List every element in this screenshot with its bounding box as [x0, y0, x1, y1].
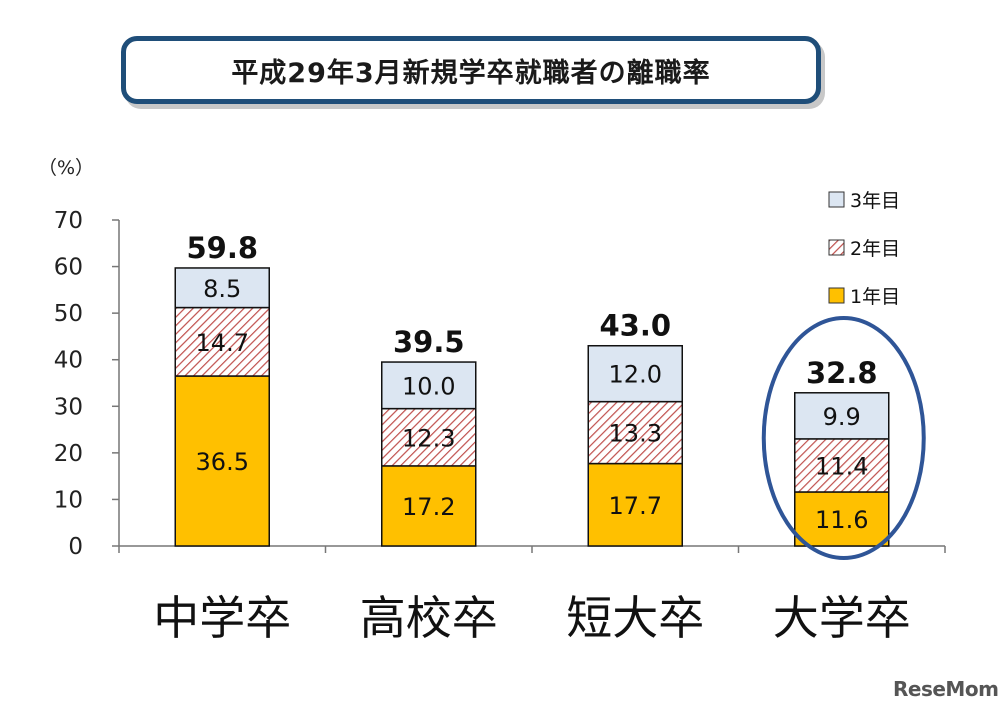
bar-segment: [587, 400, 683, 465]
legend-label: 1年目: [850, 286, 900, 308]
bar-total-label: 43.0: [599, 309, 671, 343]
y-tick-label: 10: [54, 487, 83, 513]
category-label: 高校卒: [360, 591, 498, 645]
bar-segment: [587, 462, 683, 547]
legend-label: 3年目: [850, 190, 900, 212]
y-tick-label: 20: [54, 441, 83, 467]
y-tick-label: 40: [54, 348, 83, 374]
y-tick-label: 60: [54, 255, 83, 281]
bar-segment: [794, 438, 890, 493]
y-tick-label: 70: [54, 208, 83, 234]
bar-segment: [174, 267, 270, 309]
bar-value-label: 8.5: [203, 275, 241, 303]
bar-segment: [794, 491, 890, 547]
bar-value-label: 13.3: [609, 420, 662, 448]
bar-total-label: 32.8: [806, 356, 878, 390]
category-label: 短大卒: [566, 591, 704, 645]
legend-swatch: [828, 239, 845, 256]
bar-value-label: 10.0: [402, 372, 455, 400]
legend-label: 2年目: [850, 238, 900, 260]
brand-logo: ReseMom: [893, 677, 999, 701]
bar-segment: [381, 361, 477, 410]
bar-value-label: 12.3: [402, 424, 455, 452]
y-tick-label: 30: [54, 394, 83, 420]
y-axis-unit: （%）: [38, 157, 94, 179]
bar-value-label: 36.5: [196, 448, 249, 476]
legend-swatch: [828, 191, 845, 208]
bar-value-label: 11.6: [815, 506, 868, 534]
bar-value-label: 9.9: [823, 403, 861, 431]
y-tick-label: 50: [54, 301, 83, 327]
bar-segment: [587, 344, 683, 403]
y-tick-label: 0: [68, 534, 83, 560]
bar-value-label: 14.7: [196, 329, 249, 357]
category-label: 中学卒: [153, 591, 291, 645]
bar-value-label: 12.0: [609, 361, 662, 389]
bar-segment: [381, 465, 477, 547]
chart-title: 平成29年3月新規学卒就職者の離職率: [121, 36, 821, 104]
bar-value-label: 17.7: [609, 492, 662, 520]
legend-swatch: [828, 287, 845, 304]
highlight-ellipse: [761, 316, 926, 560]
bar-segment: [794, 392, 890, 440]
bar-total-label: 59.8: [186, 231, 258, 265]
category-label: 大学卒: [773, 591, 911, 645]
bar-value-label: 11.4: [815, 452, 868, 480]
bar-total-label: 39.5: [393, 325, 465, 359]
bar-value-label: 17.2: [402, 493, 455, 521]
bar-segment: [381, 407, 477, 467]
